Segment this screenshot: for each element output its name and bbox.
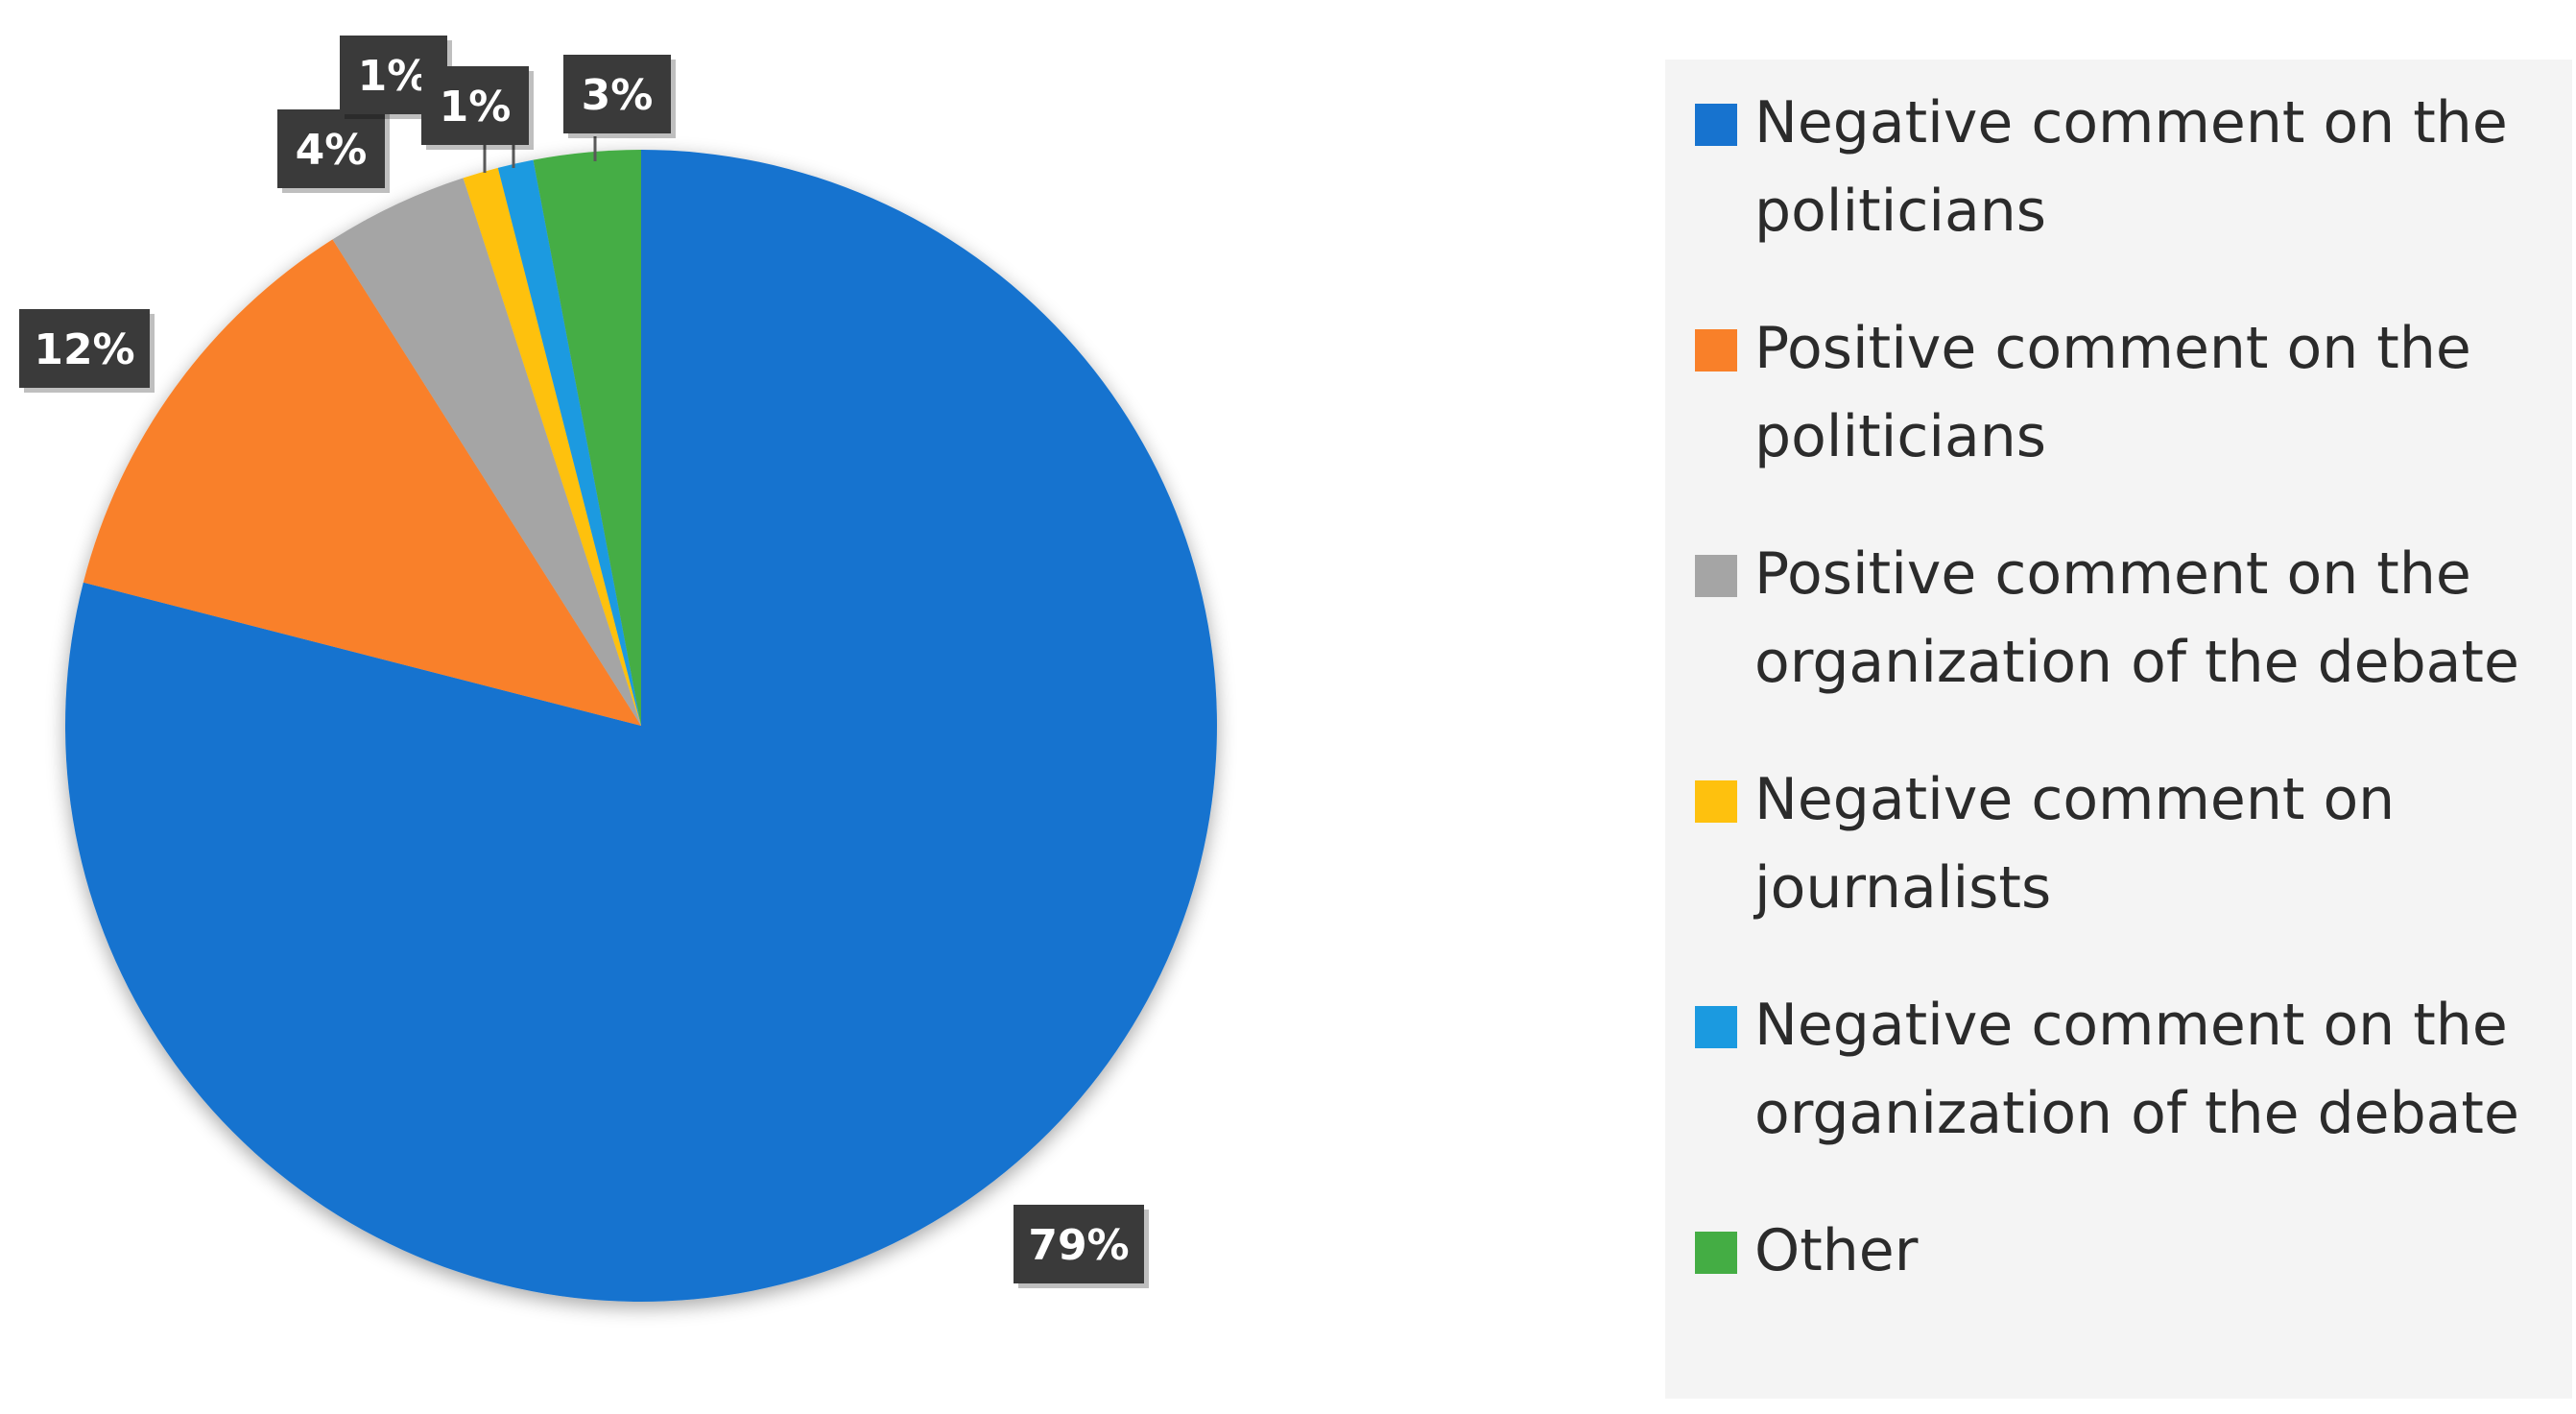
data-label-text: 4% [296, 126, 368, 175]
pie-slices [64, 150, 1217, 1302]
data-labels: 79% 12% 4% 1%1% 3% [19, 36, 1149, 1288]
data-label-text: 12% [34, 325, 134, 374]
pie-slice [463, 167, 641, 726]
legend-label: Negative comment on the politicians [1754, 89, 2508, 245]
data-label: 1% [421, 66, 534, 150]
data-label-text: 79% [1028, 1221, 1129, 1270]
legend-item: Negative comment on journalists [1695, 766, 2395, 922]
legend-swatch [1695, 1232, 1737, 1274]
data-label-box [19, 309, 150, 388]
data-label-text: 1% [440, 83, 512, 132]
legend-item: Other [1695, 1217, 1919, 1284]
data-label: 3% [563, 55, 676, 138]
data-label-box [277, 109, 385, 188]
legend-swatch [1695, 780, 1737, 823]
legend-swatch [1695, 104, 1737, 146]
legend-background [1665, 60, 2572, 1399]
legend-label: Positive comment on the organization of t… [1754, 540, 2519, 696]
legend-label: Negative comment on the organization of t… [1754, 992, 2519, 1147]
pie-slice [332, 178, 641, 726]
legend-swatch [1695, 555, 1737, 597]
legend-label: Negative comment on journalists [1753, 766, 2395, 922]
pie-slice [533, 150, 641, 726]
pie-slice [83, 239, 642, 726]
legend-item: Positive comment on the organization of t… [1695, 540, 2519, 696]
data-label: 12% [19, 309, 155, 393]
pie-slice [64, 150, 1217, 1302]
data-label: 79% [1014, 1205, 1149, 1288]
data-label-box [1014, 1205, 1144, 1283]
legend-label: Positive comment on the politicians [1754, 315, 2471, 470]
data-label-box [421, 66, 529, 145]
legend-item: Positive comment on the politicians [1695, 315, 2471, 470]
data-label-text: 3% [582, 71, 654, 120]
legend-swatch [1695, 1006, 1737, 1048]
data-label-box [563, 55, 671, 133]
data-label-text: 1% [358, 52, 430, 101]
data-label: 4% [277, 109, 390, 193]
legend-swatch [1695, 329, 1737, 371]
legend-item: Negative comment on the politicians [1695, 89, 2508, 245]
pie-slice [497, 159, 641, 726]
legend-label: Other [1754, 1217, 1919, 1284]
legend: Negative comment on the politicians Positi… [1695, 89, 2519, 1284]
legend-item: Negative comment on the organization of t… [1695, 992, 2519, 1147]
